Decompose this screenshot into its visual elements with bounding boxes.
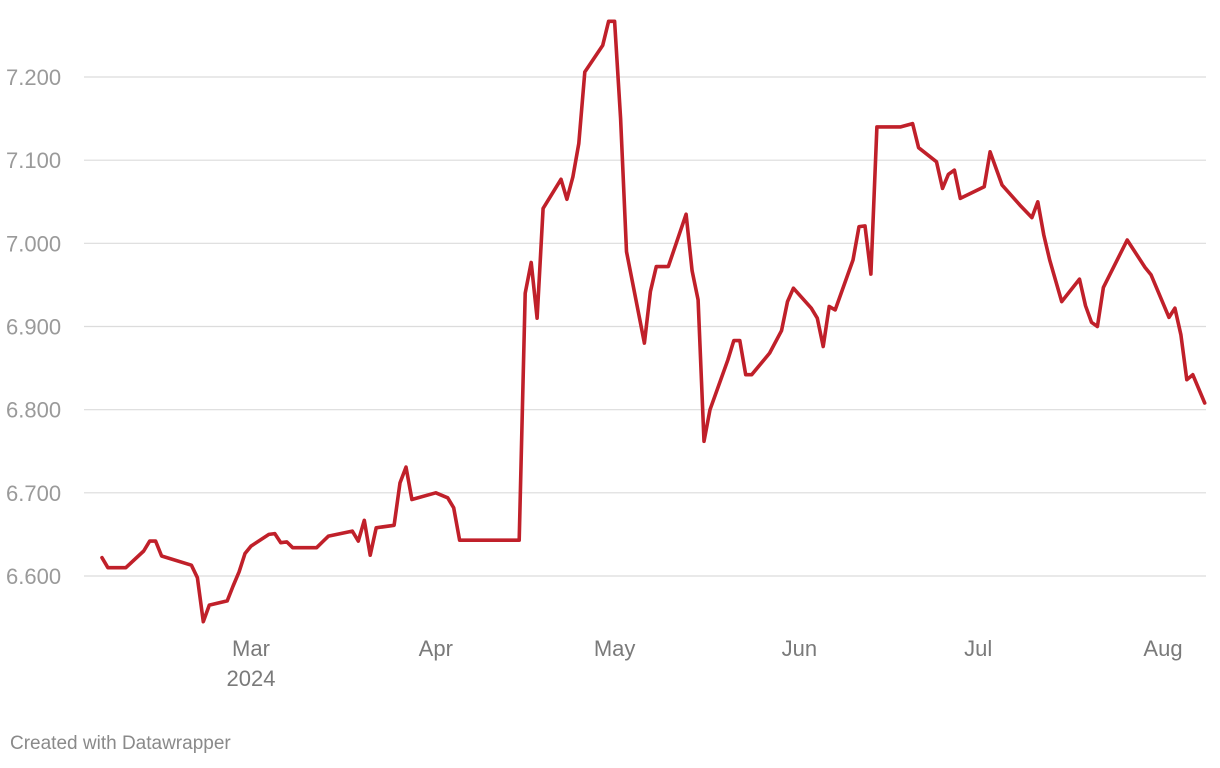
y-tick-label: 6.600 xyxy=(6,564,61,589)
y-tick-label: 7.200 xyxy=(6,65,61,90)
series-layer xyxy=(100,19,1207,624)
x-tick-label: Jun xyxy=(782,636,817,661)
x-tick-label: May xyxy=(594,636,636,661)
y-tick-label: 6.800 xyxy=(6,398,61,423)
x-tick-label: Mar xyxy=(232,636,270,661)
x-tick-label: Jul xyxy=(964,636,992,661)
y-axis-tick-labels: 6.600 6.700 6.800 6.900 7.000 7.100 7.200 xyxy=(6,65,61,589)
x-tick-label: Aug xyxy=(1143,636,1182,661)
y-tick-label: 7.100 xyxy=(6,148,61,173)
x-axis-tick-labels: Mar 2024 Apr May Jun Jul Aug xyxy=(227,636,1183,691)
series-line xyxy=(100,19,1207,624)
x-tick-year-label: 2024 xyxy=(227,666,276,691)
y-tick-label: 6.900 xyxy=(6,315,61,340)
y-tick-label: 7.000 xyxy=(6,231,61,256)
credit-text: Created with Datawrapper xyxy=(10,733,231,754)
gridlines xyxy=(84,76,1206,577)
x-tick-label: Apr xyxy=(419,636,453,661)
y-tick-label: 6.700 xyxy=(6,481,61,506)
